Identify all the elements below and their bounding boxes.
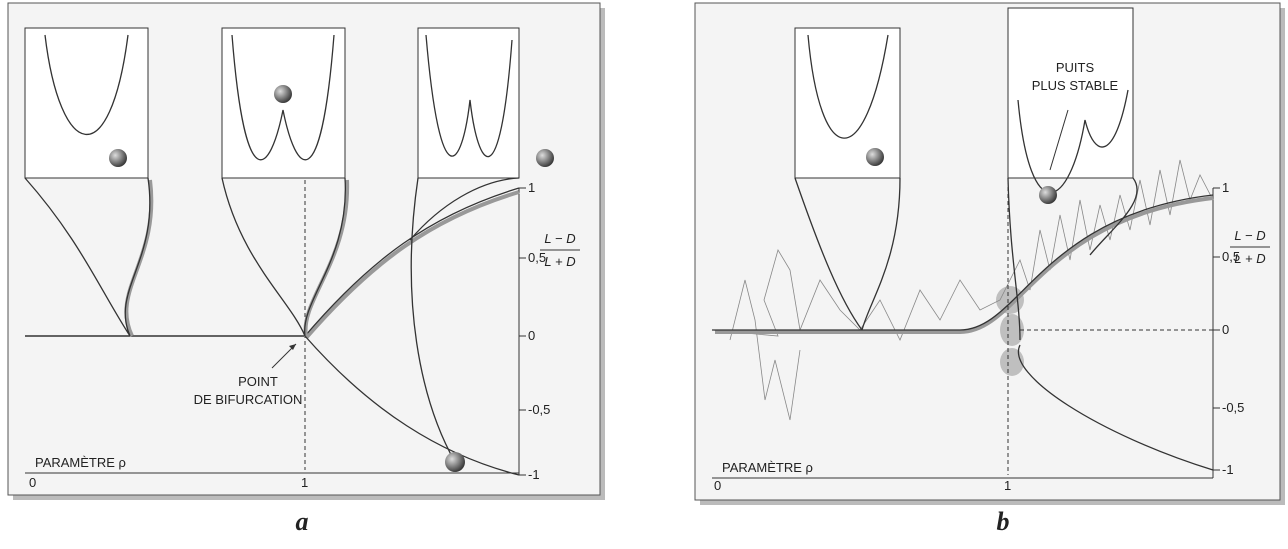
y-label-num: L − D (544, 231, 575, 246)
x-tick-label: 0 (714, 478, 721, 493)
y-tick-label: -0,5 (528, 402, 550, 417)
y-tick-label: -0,5 (1222, 400, 1244, 415)
y-tick-label: 0 (528, 328, 535, 343)
inset (795, 28, 900, 178)
y-label-den: L + D (544, 254, 575, 269)
panel-b: PUITS PLUS STABLE 1 0,5 0 -0,5 -1 L − D … (695, 3, 1285, 536)
ball (866, 148, 884, 166)
annotation: DE BIFURCATION (194, 392, 303, 407)
y-tick-label: 1 (1222, 180, 1229, 195)
ball (109, 149, 127, 167)
panel-label: a (296, 507, 309, 536)
y-tick-label: -1 (528, 467, 540, 482)
y-tick-label: 0 (1222, 322, 1229, 337)
annotation: POINT (238, 374, 278, 389)
annotation: PLUS STABLE (1032, 78, 1119, 93)
y-tick-label: -1 (1222, 462, 1234, 477)
ball (536, 149, 554, 167)
y-label-den: L + D (1234, 251, 1265, 266)
figure: 1 0,5 0 -0,5 -1 L − D L + D PARAMÈTRE ρ … (0, 0, 1288, 549)
annotation: PUITS (1056, 60, 1095, 75)
x-axis-label: PARAMÈTRE ρ (35, 455, 126, 470)
ball (1039, 186, 1057, 204)
y-label-num: L − D (1234, 228, 1265, 243)
frame (695, 3, 1280, 500)
x-tick-label: 0 (29, 475, 36, 490)
ball (274, 85, 292, 103)
y-tick-label: 0,5 (528, 250, 546, 265)
x-axis-label: PARAMÈTRE ρ (722, 460, 813, 475)
y-tick-label: 1 (528, 180, 535, 195)
x-tick-label: 1 (301, 475, 308, 490)
inset (1008, 8, 1133, 178)
x-tick-label: 1 (1004, 478, 1011, 493)
panel-a: 1 0,5 0 -0,5 -1 L − D L + D PARAMÈTRE ρ … (8, 3, 605, 536)
ball (445, 452, 465, 472)
panel-label: b (997, 507, 1010, 536)
inset (25, 28, 148, 178)
